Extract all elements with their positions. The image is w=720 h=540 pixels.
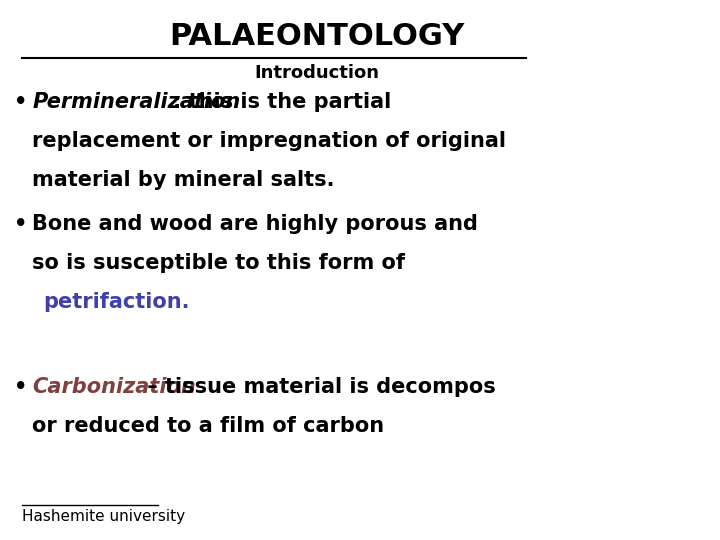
- Text: •: •: [14, 92, 28, 112]
- Text: Bone and wood are highly porous and: Bone and wood are highly porous and: [32, 214, 478, 234]
- Text: so is susceptible to this form of: so is susceptible to this form of: [32, 253, 405, 273]
- Text: material by mineral salts.: material by mineral salts.: [32, 170, 335, 190]
- Text: Introduction: Introduction: [254, 64, 379, 82]
- Text: PALAEONTOLOGY: PALAEONTOLOGY: [169, 22, 464, 51]
- Text: Hashemite university: Hashemite university: [22, 509, 185, 524]
- Text: : this is the partial: : this is the partial: [173, 92, 392, 112]
- Text: •: •: [14, 377, 28, 397]
- Text: petrifaction.: petrifaction.: [43, 292, 189, 312]
- Text: or reduced to a film of carbon: or reduced to a film of carbon: [32, 416, 384, 436]
- Text: Carbonization: Carbonization: [32, 377, 196, 397]
- Text: Permineralization: Permineralization: [32, 92, 240, 112]
- Text: replacement or impregnation of original: replacement or impregnation of original: [32, 131, 506, 151]
- Text: – tissue material is decompos: – tissue material is decompos: [140, 377, 496, 397]
- Text: •: •: [14, 214, 28, 234]
